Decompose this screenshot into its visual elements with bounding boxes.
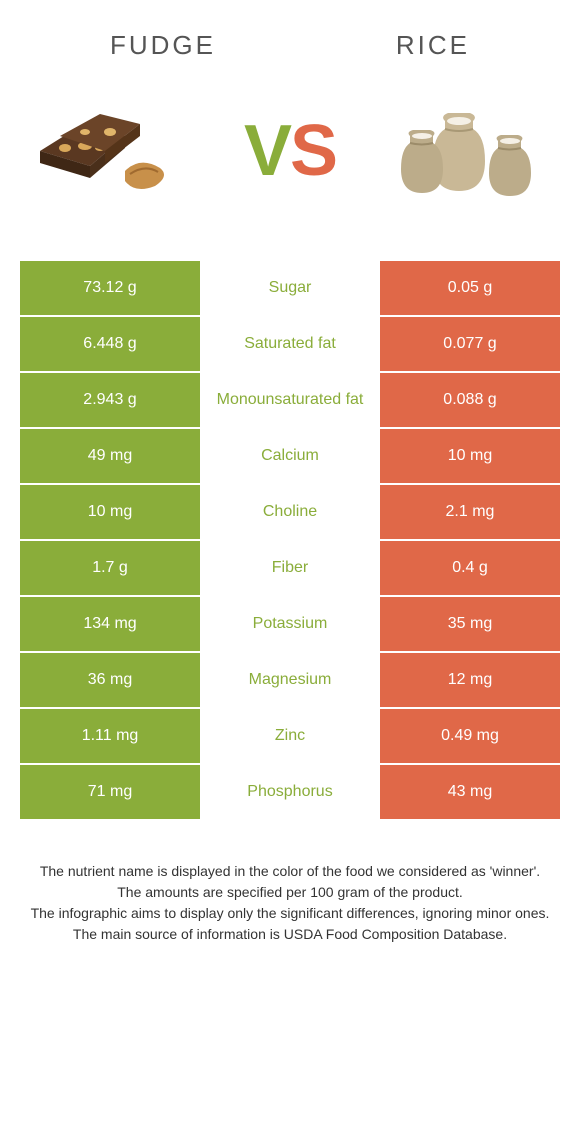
table-row: 134 mgPotassium35 mg bbox=[20, 597, 560, 653]
left-value: 71 mg bbox=[20, 765, 200, 821]
vs-s: S bbox=[290, 111, 336, 191]
header: Fudge Rice bbox=[0, 0, 580, 81]
right-value: 35 mg bbox=[380, 597, 560, 653]
right-value: 0.088 g bbox=[380, 373, 560, 429]
nutrient-label: Sugar bbox=[200, 261, 380, 317]
nutrient-label: Phosphorus bbox=[200, 765, 380, 821]
table-row: 2.943 gMonounsaturated fat0.088 g bbox=[20, 373, 560, 429]
right-value: 2.1 mg bbox=[380, 485, 560, 541]
footer-line: The nutrient name is displayed in the co… bbox=[30, 861, 550, 882]
comparison-table: 73.12 gSugar0.05 g6.448 gSaturated fat0.… bbox=[20, 261, 560, 821]
vs-label: VS bbox=[244, 110, 336, 192]
nutrient-label: Monounsaturated fat bbox=[200, 373, 380, 429]
nutrient-label: Choline bbox=[200, 485, 380, 541]
right-value: 10 mg bbox=[380, 429, 560, 485]
rice-icon bbox=[390, 91, 550, 211]
table-row: 49 mgCalcium10 mg bbox=[20, 429, 560, 485]
footer-line: The infographic aims to display only the… bbox=[30, 903, 550, 924]
vs-row: VS bbox=[0, 81, 580, 241]
left-value: 1.7 g bbox=[20, 541, 200, 597]
left-value: 73.12 g bbox=[20, 261, 200, 317]
nutrient-label: Calcium bbox=[200, 429, 380, 485]
left-value: 2.943 g bbox=[20, 373, 200, 429]
table-row: 6.448 gSaturated fat0.077 g bbox=[20, 317, 560, 373]
right-value: 12 mg bbox=[380, 653, 560, 709]
vs-v: V bbox=[244, 111, 290, 191]
table-row: 10 mgCholine2.1 mg bbox=[20, 485, 560, 541]
footer-notes: The nutrient name is displayed in the co… bbox=[0, 821, 580, 945]
nutrient-label: Zinc bbox=[200, 709, 380, 765]
left-value: 6.448 g bbox=[20, 317, 200, 373]
left-food-title: Fudge bbox=[110, 30, 216, 61]
left-value: 49 mg bbox=[20, 429, 200, 485]
nutrient-label: Potassium bbox=[200, 597, 380, 653]
table-row: 73.12 gSugar0.05 g bbox=[20, 261, 560, 317]
fudge-icon bbox=[30, 91, 190, 211]
table-row: 71 mgPhosphorus43 mg bbox=[20, 765, 560, 821]
footer-line: The amounts are specified per 100 gram o… bbox=[30, 882, 550, 903]
left-value: 134 mg bbox=[20, 597, 200, 653]
right-value: 0.077 g bbox=[380, 317, 560, 373]
table-row: 1.7 gFiber0.4 g bbox=[20, 541, 560, 597]
right-value: 0.4 g bbox=[380, 541, 560, 597]
right-value: 0.49 mg bbox=[380, 709, 560, 765]
nutrient-label: Magnesium bbox=[200, 653, 380, 709]
right-value: 0.05 g bbox=[380, 261, 560, 317]
left-value: 36 mg bbox=[20, 653, 200, 709]
right-value: 43 mg bbox=[380, 765, 560, 821]
table-row: 36 mgMagnesium12 mg bbox=[20, 653, 560, 709]
nutrient-label: Saturated fat bbox=[200, 317, 380, 373]
table-row: 1.11 mgZinc0.49 mg bbox=[20, 709, 560, 765]
left-value: 10 mg bbox=[20, 485, 200, 541]
left-value: 1.11 mg bbox=[20, 709, 200, 765]
nutrient-label: Fiber bbox=[200, 541, 380, 597]
footer-line: The main source of information is USDA F… bbox=[30, 924, 550, 945]
right-food-title: Rice bbox=[396, 30, 470, 61]
